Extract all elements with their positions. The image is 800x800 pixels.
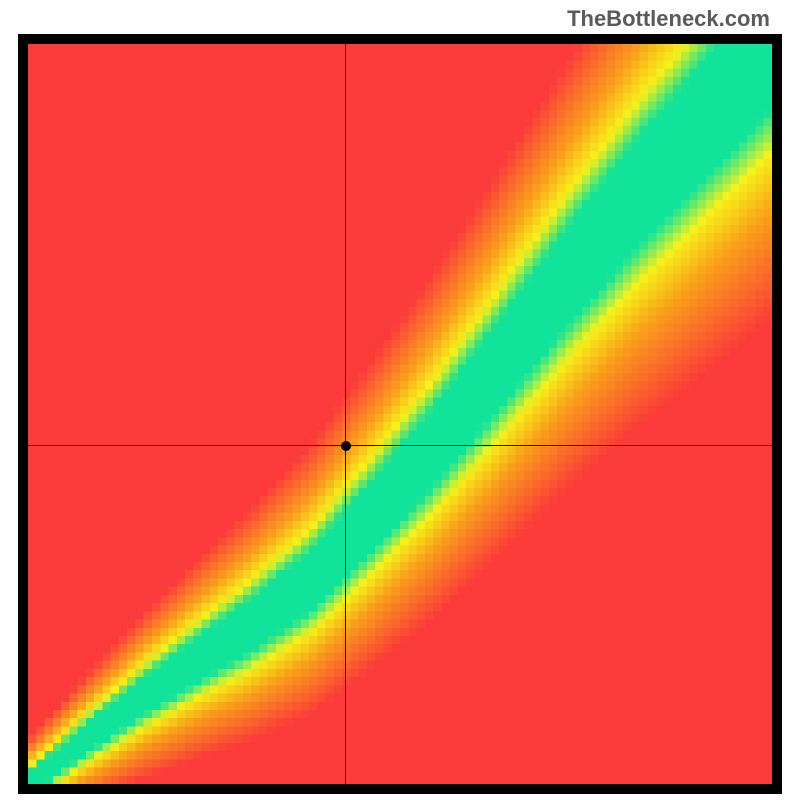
heatmap-canvas xyxy=(28,44,772,784)
crosshair-vertical xyxy=(345,44,346,784)
stage: TheBottleneck.com xyxy=(0,0,800,800)
crosshair-horizontal xyxy=(28,445,772,446)
watermark-text: TheBottleneck.com xyxy=(567,6,770,32)
plot-area xyxy=(28,44,772,784)
crosshair-marker xyxy=(341,441,351,451)
